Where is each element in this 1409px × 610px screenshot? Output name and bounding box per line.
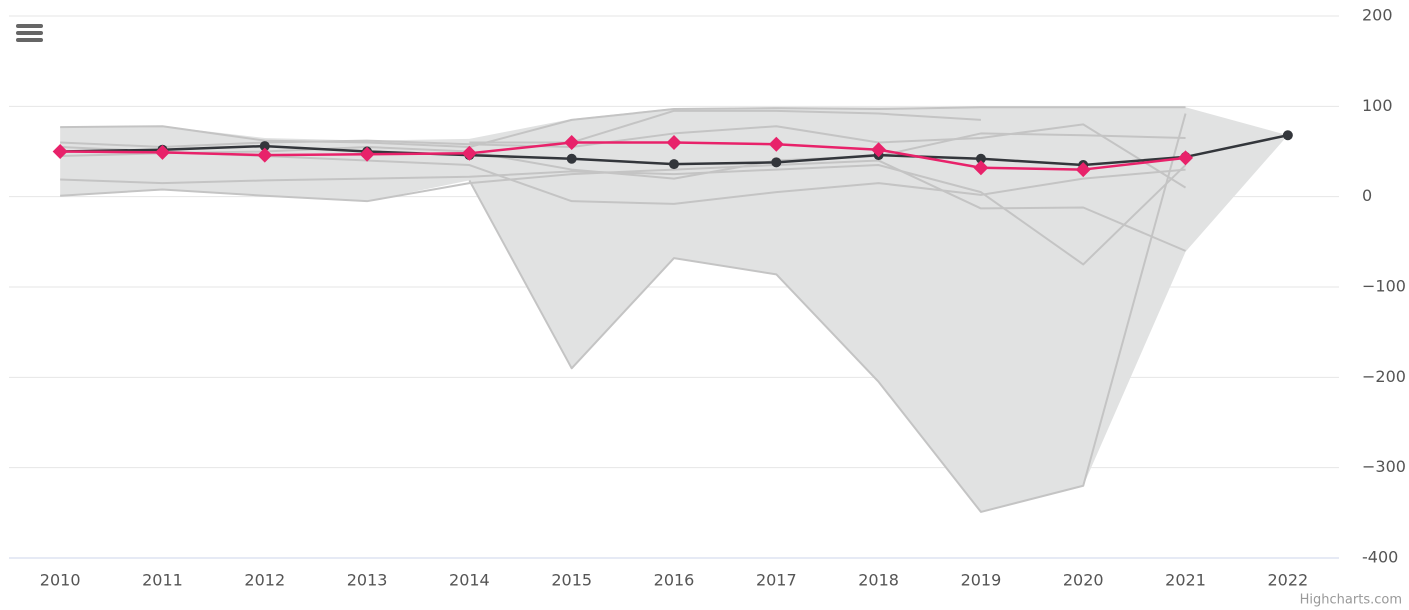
- point-marker: [771, 157, 782, 168]
- y-tick-label: −100: [1362, 277, 1406, 296]
- background-line: [60, 132, 1186, 180]
- y-tick-label: -400: [1362, 548, 1398, 567]
- x-tick-label: 2013: [347, 571, 388, 590]
- diamond-marker: [52, 144, 68, 159]
- diamond-marker: [871, 142, 887, 158]
- point-marker: [566, 153, 577, 164]
- series-line: [60, 141, 1186, 171]
- y-tick-label: −200: [1362, 367, 1406, 386]
- diamond-marker: [1178, 150, 1194, 166]
- diamond-marker: [973, 160, 989, 176]
- x-tick-label: 2020: [1063, 571, 1104, 590]
- diamond-marker: [564, 134, 580, 150]
- diamond-marker: [359, 146, 375, 162]
- credits[interactable]: Highcharts.com: [1300, 593, 1402, 608]
- menu-button[interactable]: [16, 24, 43, 42]
- x-tick-label: 2011: [142, 571, 183, 590]
- point-marker: [1282, 130, 1293, 141]
- diamond-marker: [666, 134, 682, 150]
- background-line: [60, 106, 1186, 148]
- menu-bar: [16, 24, 43, 28]
- diamond-marker: [1075, 162, 1091, 178]
- point-marker: [669, 159, 679, 170]
- x-tick-label: 2021: [1165, 571, 1206, 590]
- x-tick-label: 2019: [961, 571, 1002, 590]
- diamond-marker: [461, 145, 477, 161]
- menu-bar: [16, 31, 43, 35]
- background-line: [60, 164, 1187, 266]
- point-marker: [259, 141, 270, 152]
- y-tick-label: 0: [1362, 186, 1372, 205]
- diamond-marker: [154, 144, 170, 160]
- menu-bar: [16, 38, 43, 42]
- x-tick-label: 2022: [1267, 571, 1308, 590]
- x-tick-label: 2015: [551, 571, 592, 590]
- background-line: [469, 109, 981, 144]
- background-line: [60, 123, 1187, 189]
- y-tick-label: 200: [1362, 6, 1393, 25]
- y-tick-label: 100: [1362, 96, 1393, 115]
- y-tick-label: −300: [1362, 457, 1406, 476]
- x-tick-label: 2017: [756, 571, 797, 590]
- x-tick-label: 2016: [654, 571, 695, 590]
- x-tick-label: 2014: [449, 571, 490, 590]
- diamond-marker: [257, 147, 273, 163]
- point-marker: [975, 153, 986, 164]
- background-line: [468, 113, 1187, 513]
- x-tick-label: 2010: [40, 571, 81, 590]
- diamond-marker: [768, 136, 784, 152]
- x-tick-label: 2018: [858, 571, 899, 590]
- x-tick-label: 2012: [244, 571, 285, 590]
